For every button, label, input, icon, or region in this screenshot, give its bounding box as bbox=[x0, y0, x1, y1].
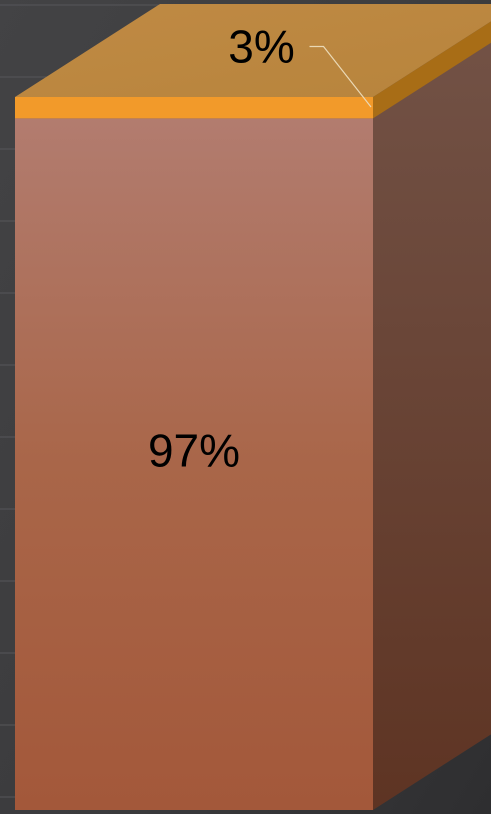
data-label-0: 97% bbox=[148, 424, 240, 476]
bar-segment-0 bbox=[15, 118, 373, 810]
bar-side-face-segment-top bbox=[373, 21, 491, 119]
bar bbox=[15, 4, 491, 810]
bar-top-face bbox=[15, 4, 491, 97]
leader-line bbox=[309, 45, 372, 108]
bar-side-face bbox=[373, 21, 491, 810]
bar-segment-1 bbox=[15, 97, 373, 119]
data-label-1: 3% bbox=[228, 21, 294, 73]
data-labels: 97% 3% bbox=[148, 21, 372, 476]
